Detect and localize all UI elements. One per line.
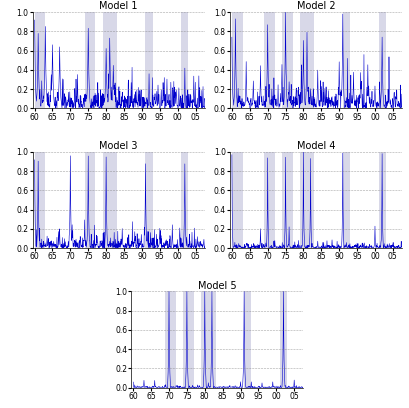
Bar: [34, 152, 45, 248]
Title: Model 2: Model 2: [296, 2, 335, 11]
Bar: [201, 291, 215, 388]
Title: Model 5: Model 5: [198, 281, 236, 290]
Bar: [279, 291, 286, 388]
Title: Model 3: Model 3: [99, 141, 137, 151]
Bar: [85, 12, 95, 109]
Bar: [299, 152, 313, 248]
Bar: [181, 12, 188, 109]
Bar: [145, 152, 152, 248]
Bar: [263, 152, 274, 248]
Bar: [85, 152, 95, 248]
Bar: [102, 152, 117, 248]
Bar: [145, 12, 152, 109]
Title: Model 4: Model 4: [296, 141, 335, 151]
Bar: [281, 152, 292, 248]
Bar: [231, 12, 242, 109]
Bar: [342, 12, 349, 109]
Bar: [378, 152, 385, 248]
Bar: [263, 12, 274, 109]
Bar: [342, 152, 349, 248]
Bar: [243, 291, 251, 388]
Bar: [102, 12, 117, 109]
Bar: [183, 291, 193, 388]
Bar: [165, 291, 176, 388]
Bar: [378, 12, 385, 109]
Title: Model 1: Model 1: [99, 2, 137, 11]
Bar: [299, 12, 313, 109]
Bar: [34, 12, 45, 109]
Bar: [281, 12, 292, 109]
Bar: [181, 152, 188, 248]
Bar: [231, 152, 242, 248]
